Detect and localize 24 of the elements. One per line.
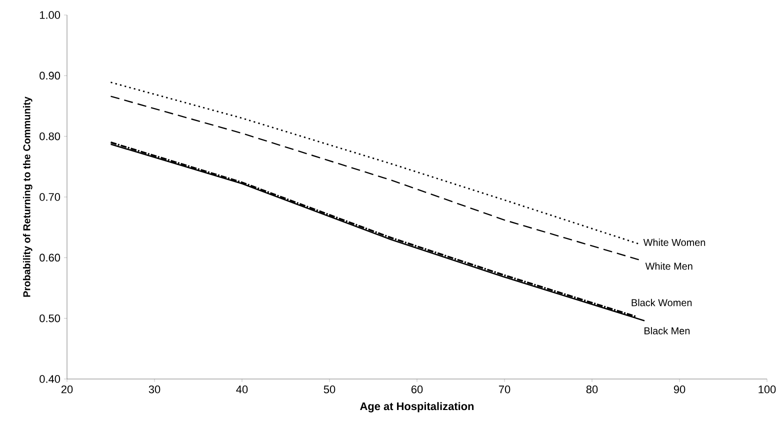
y-tick-label: 0.80 (40, 132, 60, 140)
y-tick-label: 0.90 (40, 72, 60, 80)
y-tick-label: 0.40 (40, 375, 60, 383)
y-tick-label: 0.60 (40, 254, 60, 262)
y-tick-label: 0.70 (40, 193, 60, 201)
line-series (110, 96, 641, 261)
x-tick-label: 20 (61, 386, 73, 394)
x-tick-label: 100 (758, 386, 776, 394)
line-series (110, 82, 641, 246)
series-label: Black Women (632, 298, 692, 306)
x-tick-label: 90 (674, 386, 686, 394)
x-tick-label: 30 (148, 386, 160, 394)
y-tick-label: 0.50 (40, 314, 60, 322)
x-tick-label: 80 (586, 386, 598, 394)
series-label: Black Men (644, 327, 690, 334)
x-tick-label: 60 (411, 386, 423, 394)
y-axis-title: Probability of Returning to the Community (22, 96, 32, 297)
x-tick-label: 70 (498, 386, 510, 394)
series-label: White Women (643, 238, 706, 246)
series-label: White Men (645, 262, 692, 270)
y-tick-label: 1.00 (40, 11, 60, 19)
x-tick-label: 50 (324, 386, 336, 394)
x-axis-title: Age at Hospitalization (360, 402, 474, 412)
x-tick-label: 40 (236, 386, 248, 394)
